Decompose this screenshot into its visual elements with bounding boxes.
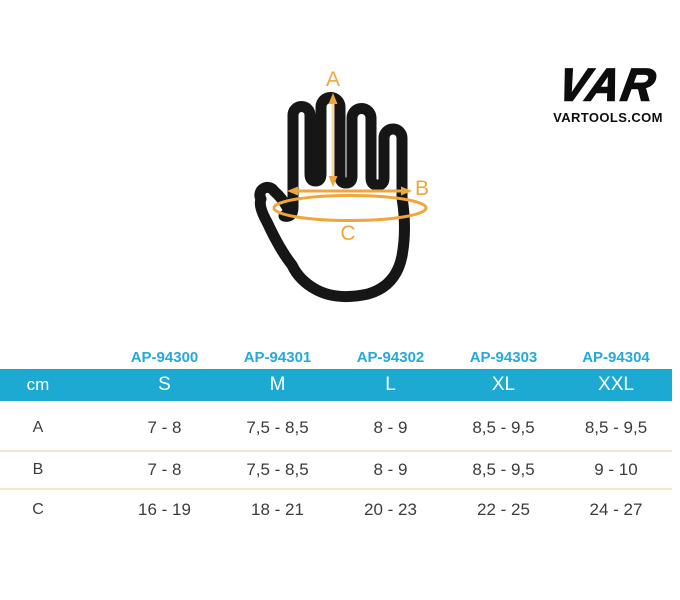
measure-b-arrowhead-right-icon — [401, 186, 412, 196]
measure-b-label: B — [415, 177, 429, 200]
table-row-c: C 16 - 19 18 - 21 20 - 23 22 - 25 24 - 2… — [0, 490, 680, 530]
size-label: XXL — [598, 374, 634, 395]
measurement-value: 7,5 - 8,5 — [246, 460, 309, 479]
size-label: M — [269, 374, 286, 395]
row-divider — [0, 488, 672, 490]
table-row-a: A 7 - 8 7,5 - 8,5 8 - 9 8,5 - 9,5 8,5 - … — [0, 401, 680, 450]
measurement-value: 8 - 9 — [373, 417, 408, 437]
unit-label: cm — [26, 375, 50, 394]
size-label: L — [385, 374, 396, 395]
measure-c-label: C — [340, 222, 355, 245]
measurement-value: 7,5 - 8,5 — [246, 417, 309, 437]
product-code: AP-94302 — [356, 349, 425, 366]
size-label: XL — [491, 374, 516, 395]
product-code: AP-94303 — [469, 349, 538, 366]
measure-a-label: A — [326, 68, 340, 91]
product-code: AP-94300 — [130, 349, 199, 366]
row-label: A — [32, 418, 44, 436]
measurement-value: 16 - 19 — [138, 500, 191, 519]
size-table: AP-94300 AP-94301 AP-94302 AP-94303 AP-9… — [0, 336, 680, 530]
product-code: AP-94301 — [243, 349, 312, 366]
brand-logo-text: VAR — [554, 58, 662, 112]
measurement-value: 8,5 - 9,5 — [472, 460, 535, 479]
measure-c-ellipse — [272, 194, 428, 222]
product-codes-row: AP-94300 AP-94301 AP-94302 AP-94303 AP-9… — [0, 336, 680, 369]
row-label: C — [32, 501, 44, 518]
measurement-value: 20 - 23 — [364, 500, 417, 519]
table-row-b: B 7 - 8 7,5 - 8,5 8 - 9 8,5 - 9,5 9 - 10 — [0, 452, 680, 488]
measurement-value: 24 - 27 — [589, 500, 643, 519]
row-label: B — [32, 461, 44, 478]
size-header-band: cm S M L XL XXL — [0, 369, 672, 401]
measure-a-arrowhead-down-icon — [328, 176, 338, 187]
measure-b-arrowhead-left-icon — [287, 186, 298, 196]
product-code: AP-94304 — [582, 349, 650, 366]
measure-a-arrowhead-up-icon — [328, 93, 338, 104]
size-label: S — [158, 374, 171, 395]
brand-website: VARTOOLS.COM — [553, 110, 663, 125]
measurement-value: 8,5 - 9,5 — [472, 417, 535, 437]
hand-diagram: A B C — [254, 68, 429, 303]
measurement-value: 8,5 - 9,5 — [584, 417, 648, 437]
brand-logo: VAR VARTOOLS.COM — [538, 58, 678, 125]
measurement-value: 9 - 10 — [594, 460, 638, 479]
row-divider — [0, 450, 672, 452]
measurement-value: 22 - 25 — [477, 500, 530, 519]
measurement-value: 18 - 21 — [251, 500, 304, 519]
measurement-value: 7 - 8 — [147, 417, 182, 437]
measurement-value: 7 - 8 — [147, 460, 182, 479]
measurement-value: 8 - 9 — [373, 460, 408, 479]
